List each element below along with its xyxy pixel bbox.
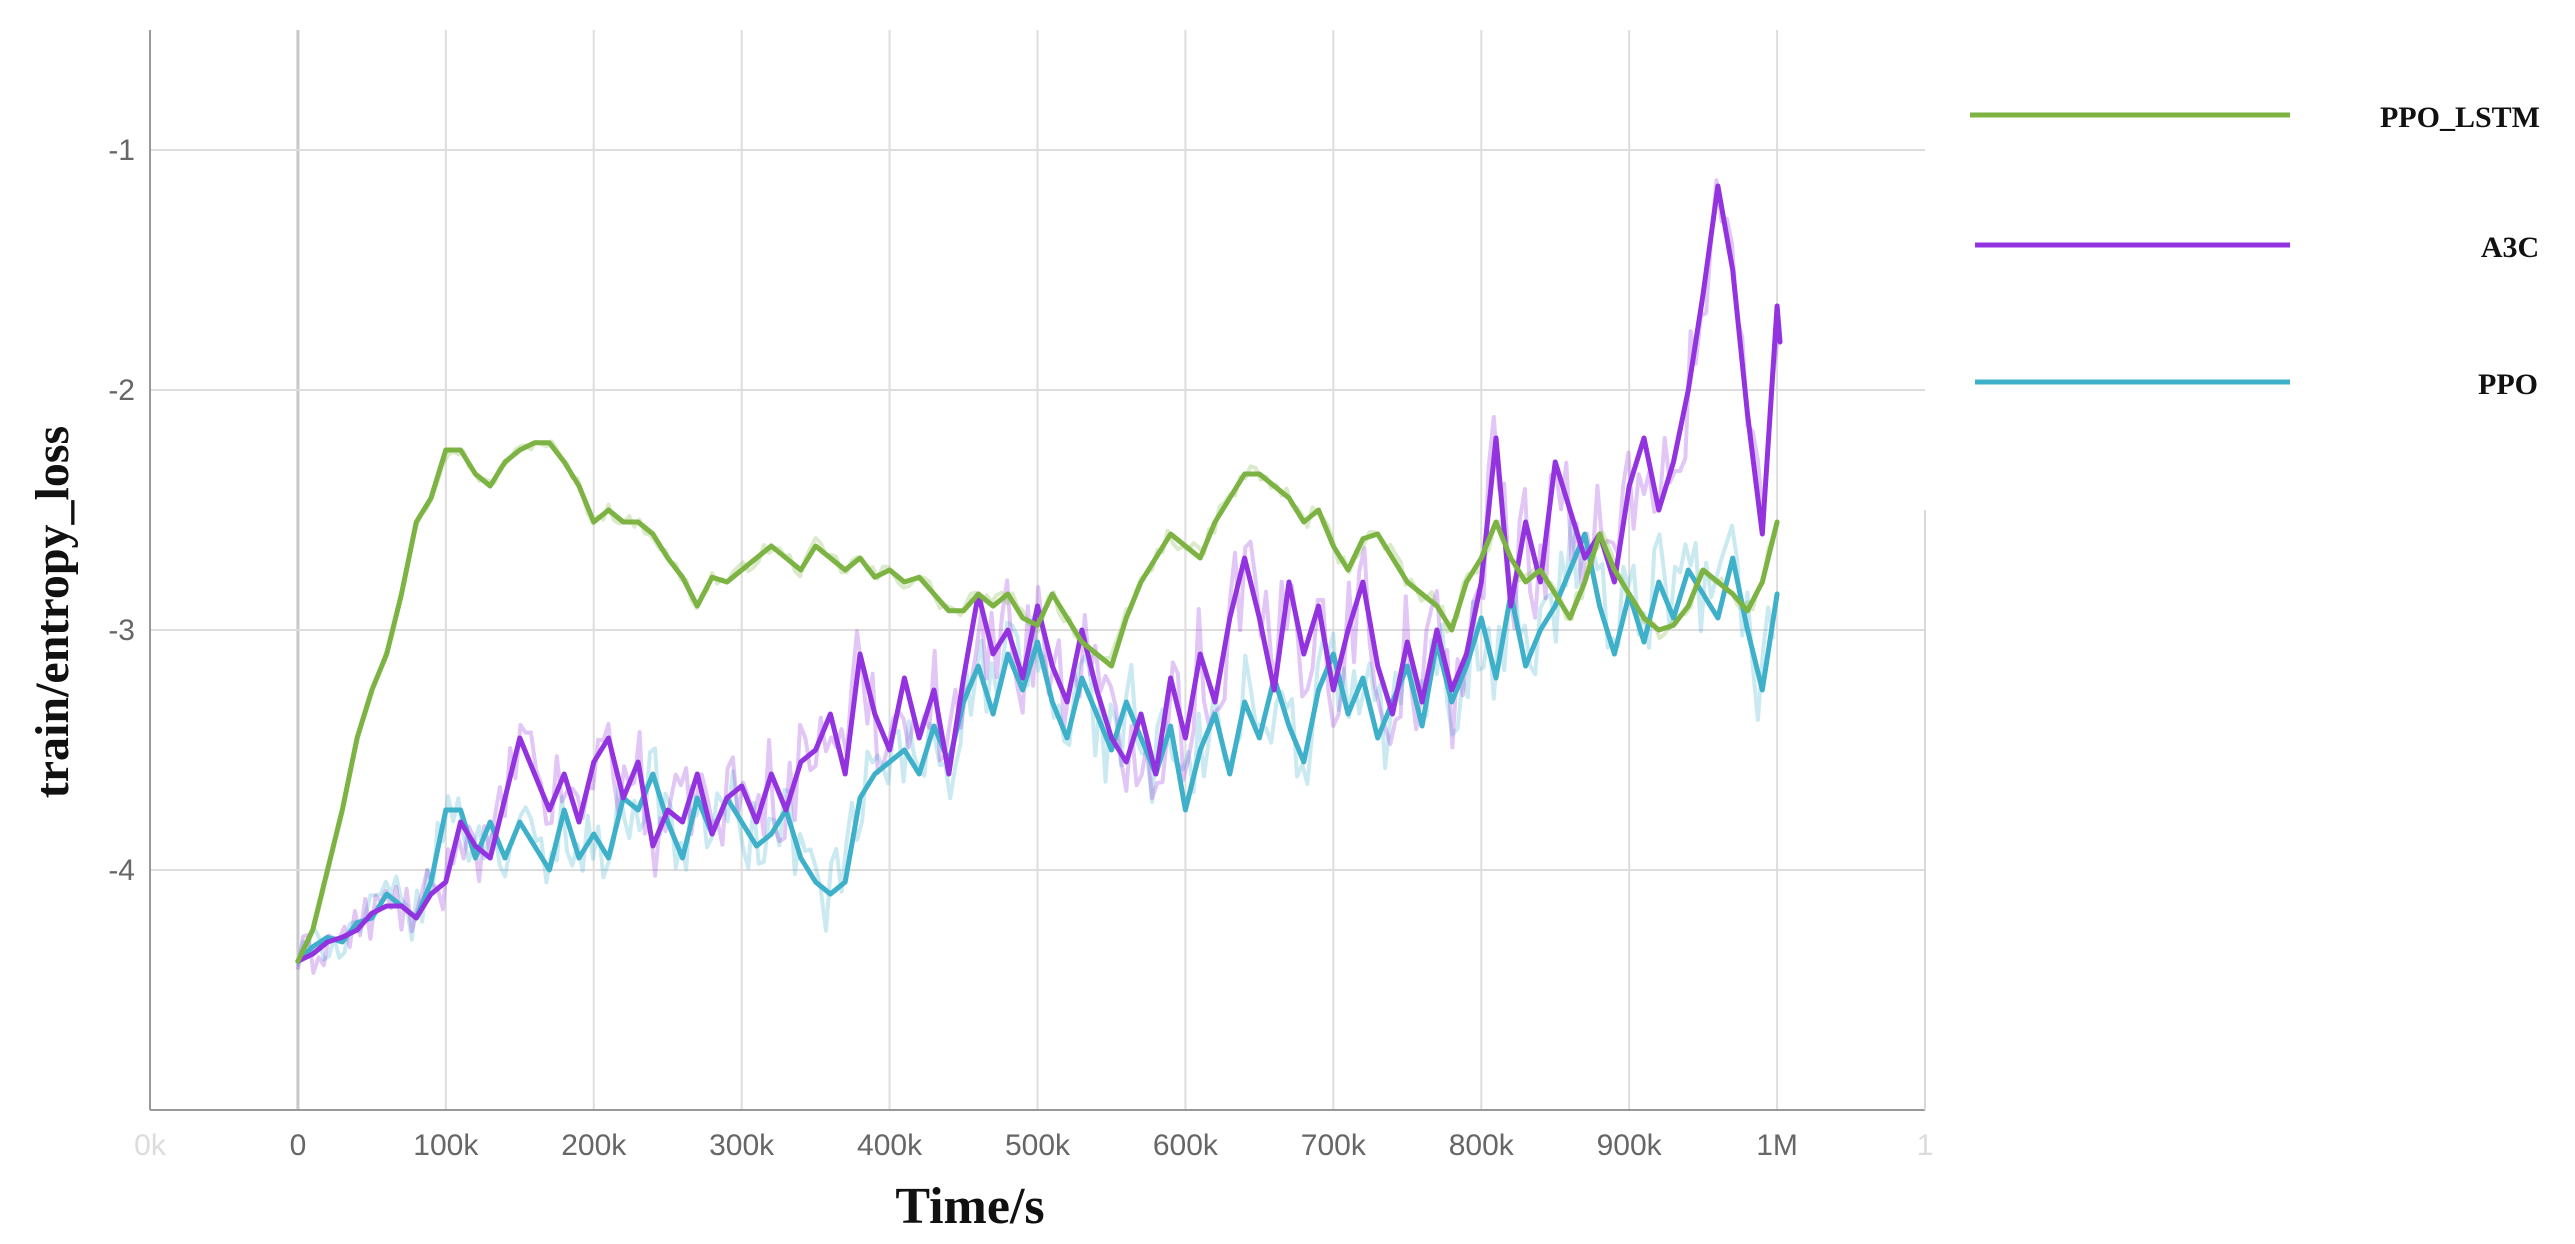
legend: PPO_LSTM A3C PPO bbox=[1970, 101, 2540, 401]
x-tick-label: 300k bbox=[709, 1129, 775, 1162]
legend-label-ppo: PPO bbox=[2478, 368, 2538, 401]
series-line-ppo bbox=[295, 531, 1780, 964]
x-tick-label: 900k bbox=[1597, 1129, 1663, 1162]
series-raw-a3c bbox=[295, 178, 1781, 975]
chart-axes bbox=[149, 30, 1926, 1111]
tick-labels: 0 100k 200k 300k 400k 500k 600k 700k 800k 900k 1M 0… bbox=[108, 134, 1933, 1162]
y-tick-label: -3 bbox=[108, 614, 135, 647]
x-tick-label: 100k bbox=[413, 1129, 479, 1162]
legend-label-ppo_lstm: PPO_LSTM bbox=[2380, 101, 2540, 134]
x-tick-label: 0 bbox=[290, 1129, 307, 1162]
x-tick-label: 700k bbox=[1301, 1129, 1367, 1162]
x-tick-label: 600k bbox=[1153, 1129, 1219, 1162]
x-tick-label: 400k bbox=[857, 1129, 923, 1162]
grid-lines bbox=[150, 30, 1925, 1110]
series-raw-ppo_lstm bbox=[296, 439, 1776, 964]
x-axis-title: Time/s bbox=[895, 1178, 1044, 1235]
series-line-ppo_lstm bbox=[295, 440, 1780, 964]
x-tick-label: 800k bbox=[1449, 1129, 1515, 1162]
x-tick-label-faint: 1 bbox=[1917, 1129, 1934, 1162]
x-tick-label-faint: 0k bbox=[134, 1129, 167, 1162]
y-tick-label: -1 bbox=[108, 134, 135, 167]
y-axis-title: train/entropy_loss bbox=[26, 426, 79, 798]
legend-label-a3c: A3C bbox=[2481, 231, 2539, 264]
x-tick-label: 500k bbox=[1005, 1129, 1071, 1162]
series-lines bbox=[295, 183, 1783, 964]
series-line-a3c bbox=[295, 183, 1783, 964]
x-tick-label: 1M bbox=[1756, 1129, 1798, 1162]
y-tick-label: -4 bbox=[108, 854, 135, 887]
y-tick-label: -2 bbox=[108, 374, 135, 407]
x-tick-label: 200k bbox=[561, 1129, 627, 1162]
